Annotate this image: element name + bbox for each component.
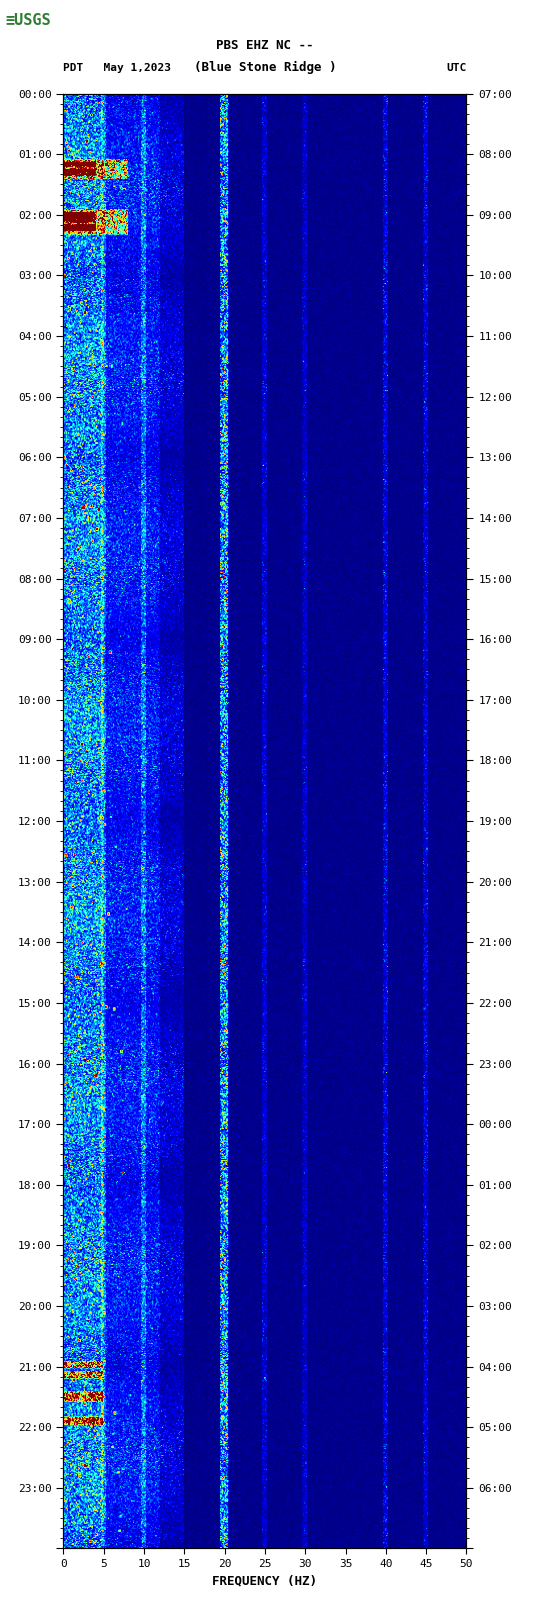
- X-axis label: FREQUENCY (HZ): FREQUENCY (HZ): [213, 1574, 317, 1587]
- Text: UTC: UTC: [446, 63, 466, 73]
- Text: (Blue Stone Ridge ): (Blue Stone Ridge ): [194, 61, 336, 74]
- Text: ≡USGS: ≡USGS: [6, 13, 51, 27]
- Text: PBS EHZ NC --: PBS EHZ NC --: [216, 39, 314, 52]
- Text: PDT   May 1,2023: PDT May 1,2023: [63, 63, 172, 73]
